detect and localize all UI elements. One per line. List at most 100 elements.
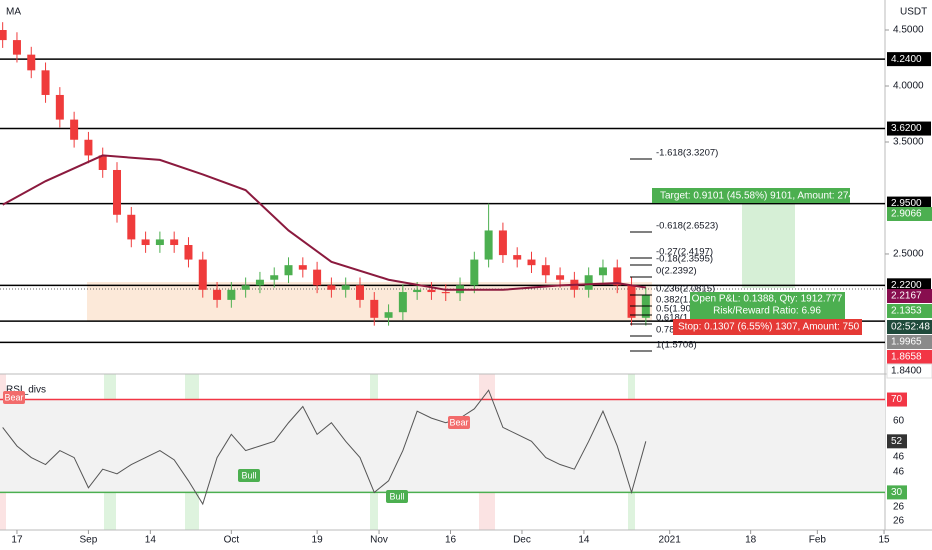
price-tag: 2.9066 xyxy=(891,209,922,220)
price-tag-bg xyxy=(887,320,932,334)
candle-body xyxy=(141,239,150,246)
x-tick-label: Nov xyxy=(370,535,388,546)
fib-label: 0.618(1. xyxy=(656,313,691,324)
candle-body xyxy=(641,295,650,318)
fib-label: 0.382(1. xyxy=(656,295,691,306)
rsi-band xyxy=(0,399,885,493)
candle-body xyxy=(484,230,493,260)
divergence-tag-bg xyxy=(386,490,408,503)
fib-label: 0.5(1.90 xyxy=(656,304,691,315)
target-label: Target: 0.9101 (45.58%) 9101, Amount: 27… xyxy=(660,191,874,202)
x-tick-label: Dec xyxy=(513,535,531,546)
candle-body xyxy=(298,265,307,270)
candle-body xyxy=(12,40,21,55)
candle-body xyxy=(155,239,164,246)
candle-body xyxy=(470,259,479,286)
candle-body xyxy=(556,275,565,280)
level-label: 2.2200 xyxy=(891,280,922,291)
x-tick-label: 17 xyxy=(11,535,23,546)
candle-body xyxy=(184,245,193,260)
rsi-threshold-label-bg xyxy=(887,485,907,500)
x-tick-label: 15 xyxy=(878,535,890,546)
candle-body xyxy=(398,292,407,313)
candle-body xyxy=(41,70,50,95)
divergence-tag: Bull xyxy=(389,491,404,501)
candle-body xyxy=(113,169,122,215)
level-label-bg xyxy=(887,121,931,136)
fib-label: 1(1.5708) xyxy=(656,340,697,351)
x-tick-label: 18 xyxy=(745,535,757,546)
candle-body xyxy=(255,279,264,286)
y-tick-label: 4.5000 xyxy=(893,25,924,36)
price-tag: 02:52:48 xyxy=(891,322,930,333)
fib-label: 0.236(2.0815) xyxy=(656,284,715,295)
candle-body xyxy=(213,289,222,300)
candle-body xyxy=(241,285,250,290)
price-tag-bg xyxy=(887,207,932,221)
candle-body xyxy=(55,94,64,120)
candle-body xyxy=(341,285,350,290)
rr-label: Risk/Reward Ratio: 6.96 xyxy=(713,306,821,317)
y-tick-label: 4.0000 xyxy=(893,81,924,92)
price-tag-bg xyxy=(887,304,932,318)
fib-label: 0.78 xyxy=(656,325,675,336)
stop-box xyxy=(673,319,862,335)
rsi-line xyxy=(2,389,647,506)
level-label: 3.6200 xyxy=(891,123,922,134)
unit-label: USDT xyxy=(900,7,927,18)
rsi-threshold-label-bg xyxy=(887,392,907,407)
fib-label: -1.618(3.3207) xyxy=(656,148,718,159)
candle-body xyxy=(541,265,550,276)
rsi-threshold-label: 30 xyxy=(891,487,903,498)
x-tick-label: 19 xyxy=(312,535,324,546)
candle-body xyxy=(84,139,93,156)
indicator-label: MA xyxy=(6,7,21,18)
candle-body xyxy=(0,30,7,41)
target-box xyxy=(652,188,850,203)
rsi-axis-label: 46 xyxy=(893,467,905,478)
candle-body xyxy=(498,230,507,256)
rsi-last-value: 52 xyxy=(891,436,903,447)
fib-label: -0.618(2.6523) xyxy=(656,221,718,232)
price-tag-bg xyxy=(887,335,932,349)
moving-average xyxy=(2,154,646,291)
divergence-tag-bg xyxy=(3,391,25,404)
price-tag: 1.8400 xyxy=(891,366,922,377)
level-label-bg xyxy=(887,278,931,293)
rsi-axis-label: 26 xyxy=(893,502,905,513)
x-tick-label: Feb xyxy=(809,535,827,546)
price-tag: 1.8658 xyxy=(891,352,922,363)
level-label: 4.2400 xyxy=(891,54,922,65)
candle-body xyxy=(355,285,364,300)
candle-body xyxy=(513,255,522,260)
rsi-title: RSI_divs xyxy=(6,385,46,396)
candle-body xyxy=(170,239,179,246)
candle-body xyxy=(27,54,36,71)
target-zone xyxy=(742,200,795,288)
candle-body xyxy=(313,269,322,286)
candle-body xyxy=(270,275,279,280)
candle-body xyxy=(384,312,393,318)
candle-body xyxy=(327,285,336,290)
candle-body xyxy=(613,267,622,286)
divergence-tag-bg xyxy=(238,469,260,482)
pnl-label: Open P&L: 0.1388, Qty: 1912.777 xyxy=(692,294,843,305)
rsi-threshold-label: 70 xyxy=(891,394,903,405)
x-tick-label: Sep xyxy=(80,535,98,546)
candle-body xyxy=(127,214,136,240)
candle-body xyxy=(598,267,607,276)
fib-label: 0(2.2392) xyxy=(656,266,697,277)
fib-label: -0.18(2.3595) xyxy=(656,254,713,265)
rsi-axis-label: 60 xyxy=(893,416,905,427)
price-tag-bg xyxy=(886,363,932,379)
level-label-bg xyxy=(887,52,931,67)
candle-body xyxy=(584,275,593,290)
x-tick-label: 14 xyxy=(578,535,590,546)
fib-label: -0.27(2.4197) xyxy=(656,247,713,258)
candle-body xyxy=(413,289,422,293)
x-tick-label: Oct xyxy=(224,535,240,546)
candle-body xyxy=(627,285,636,318)
divergence-tag: Bear xyxy=(4,392,23,402)
range-box xyxy=(87,282,652,321)
